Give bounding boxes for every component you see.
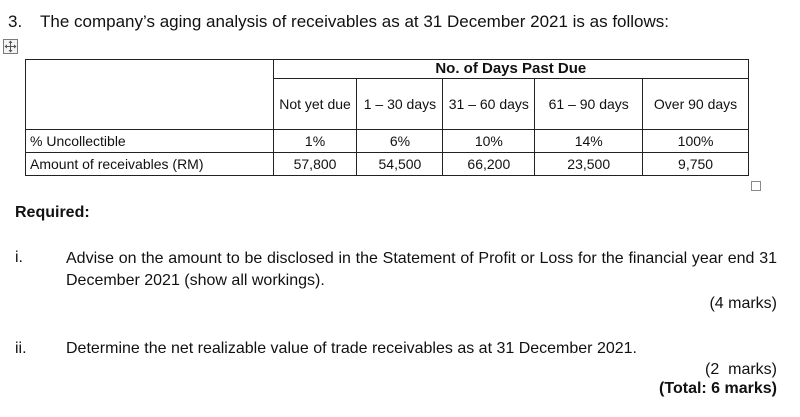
question-intro: The company’s aging analysis of receivab… (40, 12, 670, 31)
table-cell: 9,750 (642, 152, 749, 176)
table-move-handle[interactable] (3, 39, 18, 54)
column-header: 31 – 60 days (442, 78, 536, 130)
table-cell: 10% (442, 129, 536, 153)
column-header: 61 – 90 days (534, 78, 644, 130)
part-question-text: Advise on the amount to be disclosed in … (66, 250, 777, 289)
part-numeral: i. (15, 249, 23, 266)
table-cell: 54,500 (356, 152, 444, 176)
table-row: % Uncollectible 1% 6% 10% 14% 100% (25, 129, 749, 153)
table-cell: 57,800 (272, 152, 358, 176)
table-cell: 6% (356, 129, 444, 153)
move-arrows-icon (4, 40, 17, 53)
row-label: Amount of receivables (RM) (25, 152, 274, 176)
total-marks: (Total: 6 marks) (659, 380, 777, 397)
column-header: Over 90 days (642, 78, 749, 130)
question-heading: 3. The company’s aging analysis of receiv… (8, 12, 669, 32)
required-heading: Required: (15, 204, 90, 221)
table-cell: 23,500 (534, 152, 644, 176)
part-numeral: ii. (15, 340, 27, 357)
table-cell: 66,200 (442, 152, 536, 176)
column-header: 1 – 30 days (356, 78, 444, 130)
table-row: Amount of receivables (RM) 57,800 54,500… (25, 152, 749, 176)
row-label: % Uncollectible (25, 129, 274, 153)
part-marks: (2 marks) (705, 361, 777, 378)
question-number: 3. (8, 12, 23, 31)
table-header-row: Not yet due 1 – 30 days 31 – 60 days 61 … (26, 78, 749, 130)
part-question-text: Determine the net realizable value of tr… (66, 340, 637, 357)
table-resize-handle[interactable] (751, 181, 761, 191)
part-marks: (4 marks) (709, 295, 777, 312)
table-corner-cell (25, 59, 274, 130)
aging-table: No. of Days Past Due Not yet due 1 – 30 … (25, 59, 750, 176)
column-header: Not yet due (272, 78, 358, 130)
days-past-due-header: No. of Days Past Due (272, 59, 750, 79)
table-cell: 100% (642, 129, 749, 153)
table-cell: 14% (534, 129, 644, 153)
table-header-row-group: No. of Days Past Due (25, 59, 750, 130)
table-cell: 1% (272, 129, 358, 153)
